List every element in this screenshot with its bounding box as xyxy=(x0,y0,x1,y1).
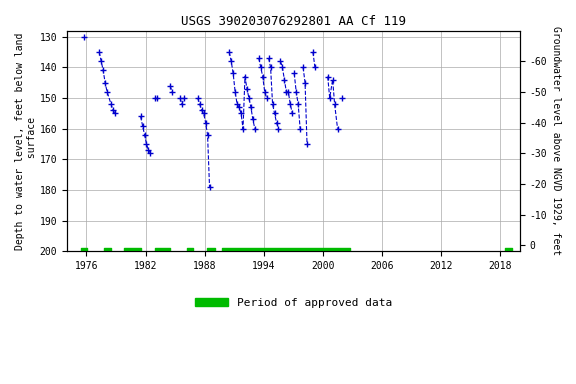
Y-axis label: Depth to water level, feet below land
 surface: Depth to water level, feet below land su… xyxy=(15,32,37,250)
Y-axis label: Groundwater level above NGVD 1929, feet: Groundwater level above NGVD 1929, feet xyxy=(551,26,561,255)
Legend: Period of approved data: Period of approved data xyxy=(190,293,396,312)
Title: USGS 390203076292801 AA Cf 119: USGS 390203076292801 AA Cf 119 xyxy=(181,15,406,28)
